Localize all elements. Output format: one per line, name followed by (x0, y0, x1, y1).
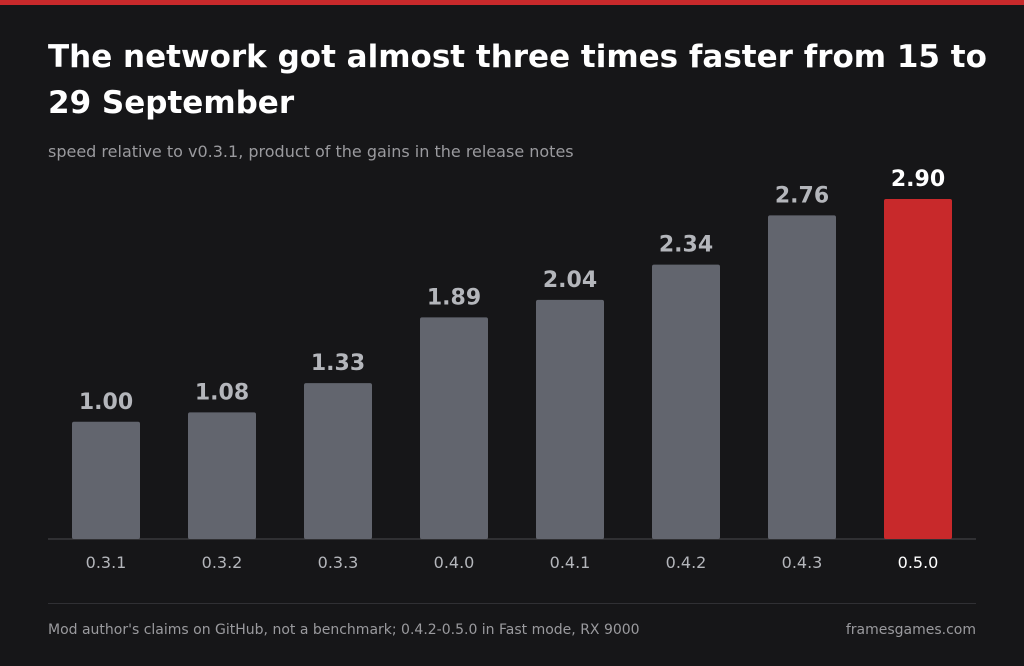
footer-divider (48, 603, 976, 604)
bar-0.4.2 (652, 264, 720, 539)
footnote: Mod author's claims on GitHub, not a ben… (48, 622, 640, 638)
value-label-0.4.0: 1.89 (427, 285, 481, 310)
value-label-0.5.0: 2.90 (891, 167, 945, 192)
tick-label-0.5.0: 0.5.0 (898, 553, 939, 572)
tick-label-0.3.1: 0.3.1 (86, 553, 127, 572)
value-label-0.3.3: 1.33 (311, 351, 365, 376)
bar-0.3.2 (188, 412, 256, 539)
top-accent-bar (0, 0, 1024, 5)
tick-label-0.3.3: 0.3.3 (318, 553, 359, 572)
bar-0.4.3 (768, 215, 836, 539)
tick-label-0.4.1: 0.4.1 (550, 553, 591, 572)
chart-title: The network got almost three times faste… (48, 39, 987, 121)
source-credit: framesgames.com (845, 622, 976, 638)
bar-chart: 1.00 0.3.1 1.08 0.3.2 1.33 0.3.3 1.89 0.4.0 2.04… (48, 167, 976, 572)
bar-0.5.0 (884, 199, 952, 539)
value-label-0.3.1: 1.00 (79, 390, 133, 415)
bar-0.3.1 (72, 421, 140, 539)
bar-0.4.1 (536, 299, 604, 539)
tick-label-0.3.2: 0.3.2 (202, 553, 243, 572)
value-label-0.3.2: 1.08 (195, 380, 249, 405)
value-label-0.4.3: 2.76 (775, 183, 829, 208)
tick-label-0.4.0: 0.4.0 (434, 553, 475, 572)
bar-0.4.0 (420, 317, 488, 539)
chart-subtitle: speed relative to v0.3.1, product of the… (48, 142, 574, 161)
bar-0.3.3 (304, 383, 372, 539)
tick-label-0.4.2: 0.4.2 (666, 553, 707, 572)
value-label-0.4.2: 2.34 (659, 233, 713, 258)
value-label-0.4.1: 2.04 (543, 268, 597, 293)
tick-label-0.4.3: 0.4.3 (782, 553, 823, 572)
